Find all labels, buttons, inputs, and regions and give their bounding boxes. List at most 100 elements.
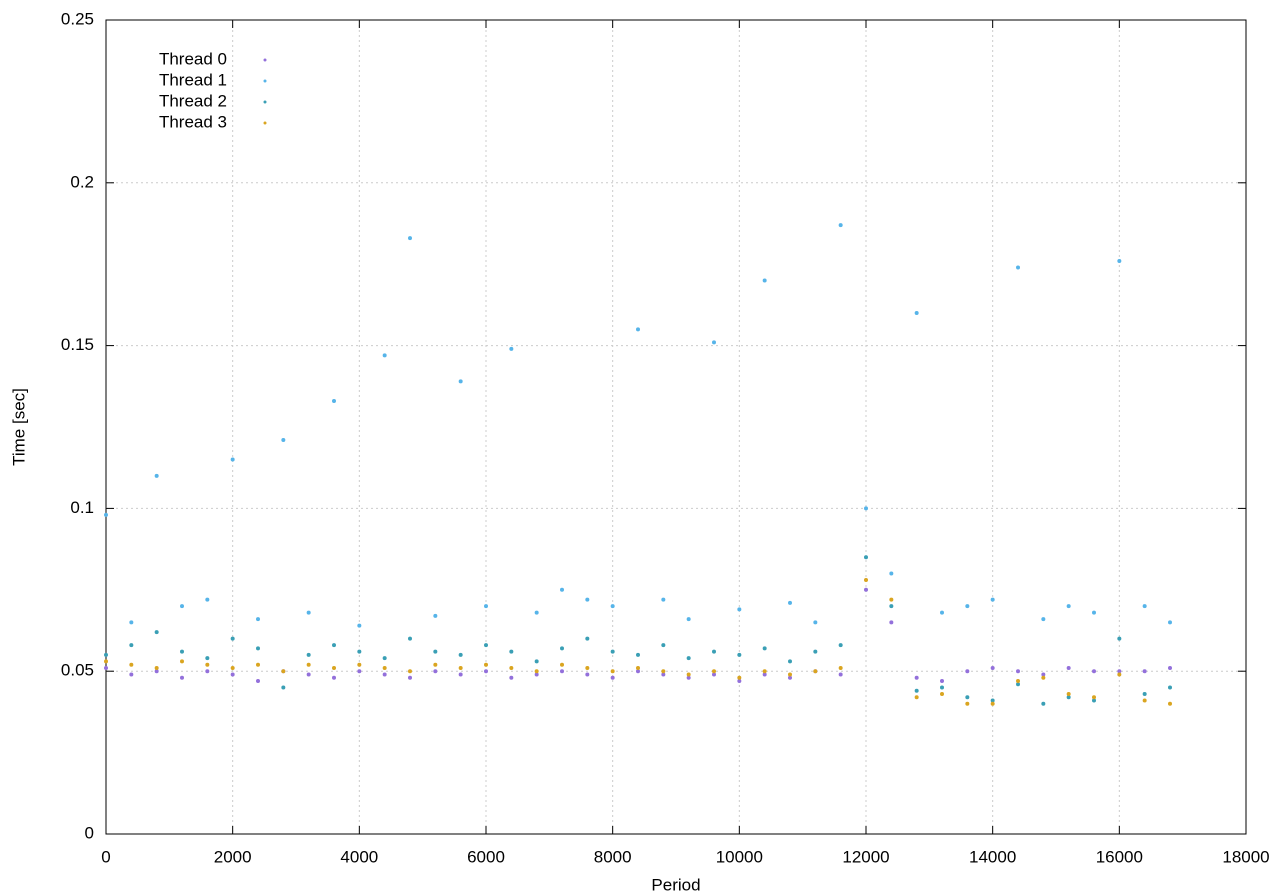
point bbox=[484, 604, 488, 609]
point bbox=[382, 656, 387, 661]
point bbox=[433, 613, 438, 618]
point bbox=[509, 675, 514, 680]
point bbox=[686, 656, 691, 661]
point bbox=[940, 691, 944, 696]
y-tick-label: 0.25 bbox=[61, 9, 94, 28]
point bbox=[990, 665, 995, 670]
point bbox=[357, 623, 362, 628]
point bbox=[585, 597, 590, 602]
point bbox=[205, 662, 210, 667]
point bbox=[1066, 691, 1071, 696]
point bbox=[205, 669, 210, 674]
point bbox=[560, 662, 564, 667]
point bbox=[864, 555, 868, 560]
point bbox=[104, 652, 108, 657]
point bbox=[940, 678, 944, 683]
point bbox=[712, 672, 716, 677]
point bbox=[610, 649, 615, 654]
point bbox=[737, 652, 742, 657]
point bbox=[762, 278, 767, 283]
point bbox=[864, 578, 868, 583]
point bbox=[636, 665, 640, 670]
point bbox=[458, 652, 463, 657]
point bbox=[712, 340, 716, 345]
point bbox=[1041, 617, 1046, 622]
point bbox=[1041, 672, 1046, 677]
point bbox=[1092, 610, 1096, 615]
point bbox=[230, 665, 235, 670]
point bbox=[408, 636, 412, 641]
point bbox=[332, 665, 336, 670]
point bbox=[686, 672, 691, 677]
point bbox=[129, 662, 134, 667]
point bbox=[129, 672, 134, 677]
point bbox=[534, 669, 539, 674]
point bbox=[509, 649, 514, 654]
point bbox=[990, 597, 995, 602]
point bbox=[585, 665, 590, 670]
point bbox=[357, 649, 362, 654]
point bbox=[940, 685, 944, 690]
y-tick-label: 0.15 bbox=[61, 335, 94, 354]
point bbox=[889, 571, 894, 576]
point bbox=[737, 678, 742, 683]
y-tick-label: 0.2 bbox=[70, 172, 94, 191]
point bbox=[104, 659, 108, 664]
point bbox=[281, 669, 286, 674]
point bbox=[1041, 701, 1046, 706]
point bbox=[610, 604, 615, 609]
point bbox=[661, 672, 666, 677]
point bbox=[965, 701, 970, 706]
x-axis-label: Period bbox=[651, 875, 700, 894]
point bbox=[458, 665, 463, 670]
point bbox=[813, 649, 818, 654]
point bbox=[256, 678, 260, 683]
point bbox=[1066, 695, 1071, 700]
point bbox=[129, 620, 134, 625]
point bbox=[357, 662, 362, 667]
x-tick-label: 2000 bbox=[214, 847, 252, 866]
point bbox=[509, 665, 514, 670]
legend-marker bbox=[263, 79, 267, 83]
point bbox=[965, 695, 970, 700]
x-tick-label: 6000 bbox=[467, 847, 505, 866]
point bbox=[585, 636, 590, 641]
point bbox=[1016, 682, 1020, 687]
point bbox=[332, 643, 336, 648]
point bbox=[408, 669, 412, 674]
x-tick-label: 10000 bbox=[716, 847, 763, 866]
point bbox=[1092, 698, 1096, 703]
point bbox=[1117, 669, 1122, 674]
point bbox=[762, 669, 767, 674]
point bbox=[534, 610, 539, 615]
point bbox=[737, 607, 742, 612]
legend-label: Thread 2 bbox=[159, 91, 227, 110]
point bbox=[433, 669, 438, 674]
point bbox=[686, 675, 691, 680]
point bbox=[534, 659, 539, 664]
point bbox=[636, 652, 640, 657]
point bbox=[1016, 669, 1020, 674]
point bbox=[889, 620, 894, 625]
point bbox=[306, 610, 311, 615]
x-tick-label: 12000 bbox=[842, 847, 889, 866]
point bbox=[154, 473, 159, 478]
point bbox=[1142, 604, 1147, 609]
point bbox=[180, 604, 184, 609]
point bbox=[864, 506, 868, 511]
point bbox=[788, 672, 792, 677]
point bbox=[306, 672, 311, 677]
point bbox=[914, 695, 919, 700]
y-tick-label: 0.05 bbox=[61, 661, 94, 680]
point bbox=[433, 662, 438, 667]
point bbox=[104, 665, 108, 670]
point bbox=[686, 617, 691, 622]
point bbox=[382, 665, 387, 670]
point bbox=[737, 675, 742, 680]
point bbox=[762, 672, 767, 677]
point bbox=[484, 662, 488, 667]
point bbox=[509, 346, 514, 351]
legend-label: Thread 0 bbox=[159, 49, 227, 68]
point bbox=[205, 597, 210, 602]
